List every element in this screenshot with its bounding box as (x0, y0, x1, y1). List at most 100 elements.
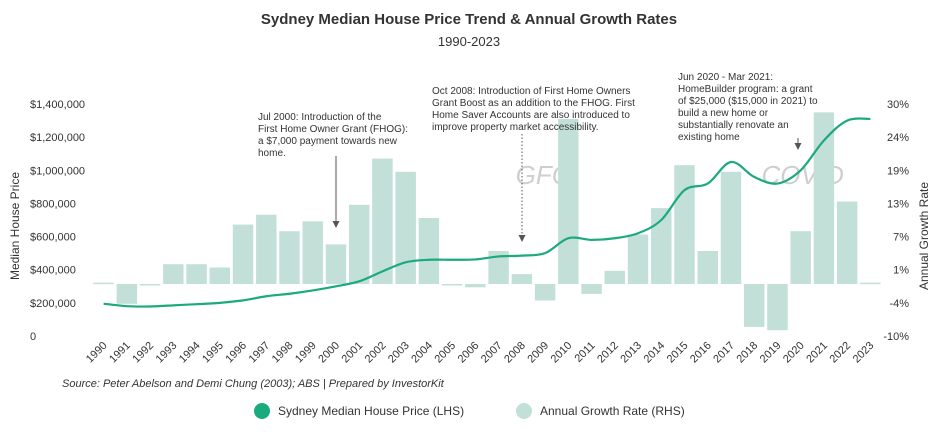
x-tick-label: 1993 (154, 340, 180, 366)
x-tick-label: 1991 (107, 340, 133, 366)
annotation-text-2000: home. (258, 148, 286, 159)
growth-bar-2017 (720, 171, 742, 284)
x-tick-label: 2018 (735, 340, 761, 366)
x-tick-label: 2017 (711, 340, 737, 366)
right-tick-label: -10% (883, 331, 909, 343)
left-tick-label: 0 (30, 331, 36, 343)
growth-bar-2007 (488, 251, 509, 284)
x-tick-label: 2001 (340, 340, 366, 366)
price-line (103, 117, 871, 308)
growth-bar-1990 (93, 282, 114, 285)
growth-bar-1993 (163, 264, 184, 284)
growth-bar-1992 (139, 284, 161, 286)
growth-bar-2022 (836, 201, 858, 284)
x-tick-label: 2000 (316, 340, 342, 366)
right-tick-label: 30% (887, 99, 909, 111)
annotation-text-2008: Home Saver Accounts are also introduced … (432, 110, 630, 121)
growth-bars (93, 112, 881, 331)
right-axis: 30% 24% 19% 13% 7% 1% -4% -10% (883, 99, 909, 343)
growth-bar-2016 (697, 251, 718, 284)
x-tick-label: 2005 (432, 340, 458, 366)
annotation-text-2020: of $25,000 ($15,000 in 2021) to (678, 96, 818, 107)
growth-bar-2006 (465, 284, 486, 288)
growth-bar-2011 (581, 284, 602, 294)
x-tick-label: 2006 (456, 340, 482, 366)
x-tick-label: 1999 (293, 340, 319, 366)
left-tick-label: $400,000 (30, 265, 76, 277)
chart-subtitle: 1990-2023 (438, 34, 500, 49)
left-axis: $1,400,000 $1,200,000 $1,000,000 $800,000 $6… (30, 99, 85, 343)
x-tick-label: 2007 (479, 340, 505, 366)
legend-label: Annual Growth Rate (RHS) (540, 404, 685, 418)
growth-bar-2002 (372, 158, 393, 284)
annotation-text-2020: HomeBuilder program: a grant (678, 84, 813, 95)
source-note: Source: Peter Abelson and Demi Chung (20… (62, 378, 445, 390)
x-tick-label: 2014 (642, 340, 668, 366)
x-tick-label: 2015 (665, 340, 691, 366)
x-tick-label: 2002 (363, 340, 389, 366)
annotation-text-2020: substantially renovate an (678, 120, 789, 131)
x-tick-label: 2008 (502, 340, 528, 366)
growth-bar-1999 (302, 221, 323, 284)
growth-bar-1994 (186, 264, 207, 284)
annotation-text-2020: Jun 2020 - Mar 2021: (678, 72, 773, 83)
growth-bar-1998 (279, 231, 300, 284)
annotation-text-2008: Grant Boost as an addition to the FHOG. … (432, 98, 635, 109)
annotation-arrowhead-2000 (332, 221, 340, 228)
annotation-text-2020: build a new home or (678, 108, 769, 119)
growth-bar-2012 (604, 270, 626, 284)
x-tick-label: 2013 (618, 340, 644, 366)
x-tick-label: 2011 (572, 340, 597, 365)
x-tick-label: 1996 (223, 340, 249, 366)
legend-label: Sydney Median House Price (LHS) (278, 404, 464, 418)
x-tick-label: 1995 (200, 340, 226, 366)
growth-bar-2009 (534, 284, 556, 301)
growth-bar-2004 (418, 218, 440, 284)
right-tick-label: 24% (887, 132, 909, 144)
right-axis-title: Annual Growth Rate (917, 182, 931, 290)
growth-bar-2003 (395, 171, 416, 284)
left-tick-label: $800,000 (30, 198, 76, 210)
left-tick-label: $600,000 (30, 232, 76, 244)
x-tick-label: 2022 (827, 340, 853, 366)
x-tick-label: 2021 (804, 340, 830, 366)
legend-marker (254, 403, 270, 419)
annotation-text-2008: Oct 2008: Introduction of First Home Own… (432, 86, 630, 97)
left-tick-label: $1,200,000 (30, 132, 85, 144)
right-tick-label: 1% (893, 265, 909, 277)
annotation-arrowhead-2008 (518, 235, 526, 242)
x-tick-label: 2012 (595, 340, 621, 366)
chart-title: Sydney Median House Price Trend & Annual… (261, 11, 677, 28)
growth-bar-2005 (441, 284, 463, 286)
price-line-layer (103, 117, 871, 308)
growth-bar-2021 (813, 112, 835, 285)
growth-bar-1996 (232, 224, 254, 284)
x-tick-label: 2004 (409, 340, 435, 366)
left-axis-title: Median House Price (8, 172, 22, 280)
growth-bar-2014 (651, 208, 672, 284)
x-tick-label: 1998 (270, 340, 296, 366)
growth-bar-2001 (348, 204, 370, 284)
growth-bar-2000 (325, 244, 347, 284)
growth-bar-2020 (790, 231, 811, 284)
x-tick-label: 1997 (247, 340, 273, 366)
x-tick-label: 1990 (84, 340, 110, 366)
right-tick-label: 13% (887, 198, 909, 210)
right-tick-label: 19% (887, 165, 909, 177)
growth-bar-2015 (674, 165, 695, 284)
growth-bar-1995 (209, 267, 231, 284)
growth-bar-1997 (256, 214, 277, 284)
x-tick-label: 2009 (525, 340, 551, 366)
annotation-text-2008: improve property market accessibility. (432, 122, 599, 133)
legend-marker (516, 403, 532, 419)
x-tick-label: 1994 (177, 340, 203, 366)
x-tick-label: 2019 (758, 340, 784, 366)
growth-bar-2008 (511, 274, 533, 284)
left-tick-label: $200,000 (30, 298, 76, 310)
growth-bar-2010 (558, 119, 579, 284)
annotation-text-2020: existing home (678, 132, 740, 143)
x-tick-label: 1992 (130, 340, 156, 366)
x-tick-label: 2010 (549, 340, 575, 366)
